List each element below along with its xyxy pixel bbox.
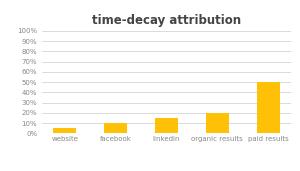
Bar: [53, 128, 76, 133]
Title: time-decay attribution: time-decay attribution: [92, 14, 241, 27]
Bar: [155, 118, 178, 133]
Bar: [104, 123, 127, 133]
Bar: [257, 82, 280, 133]
Bar: [206, 113, 229, 133]
